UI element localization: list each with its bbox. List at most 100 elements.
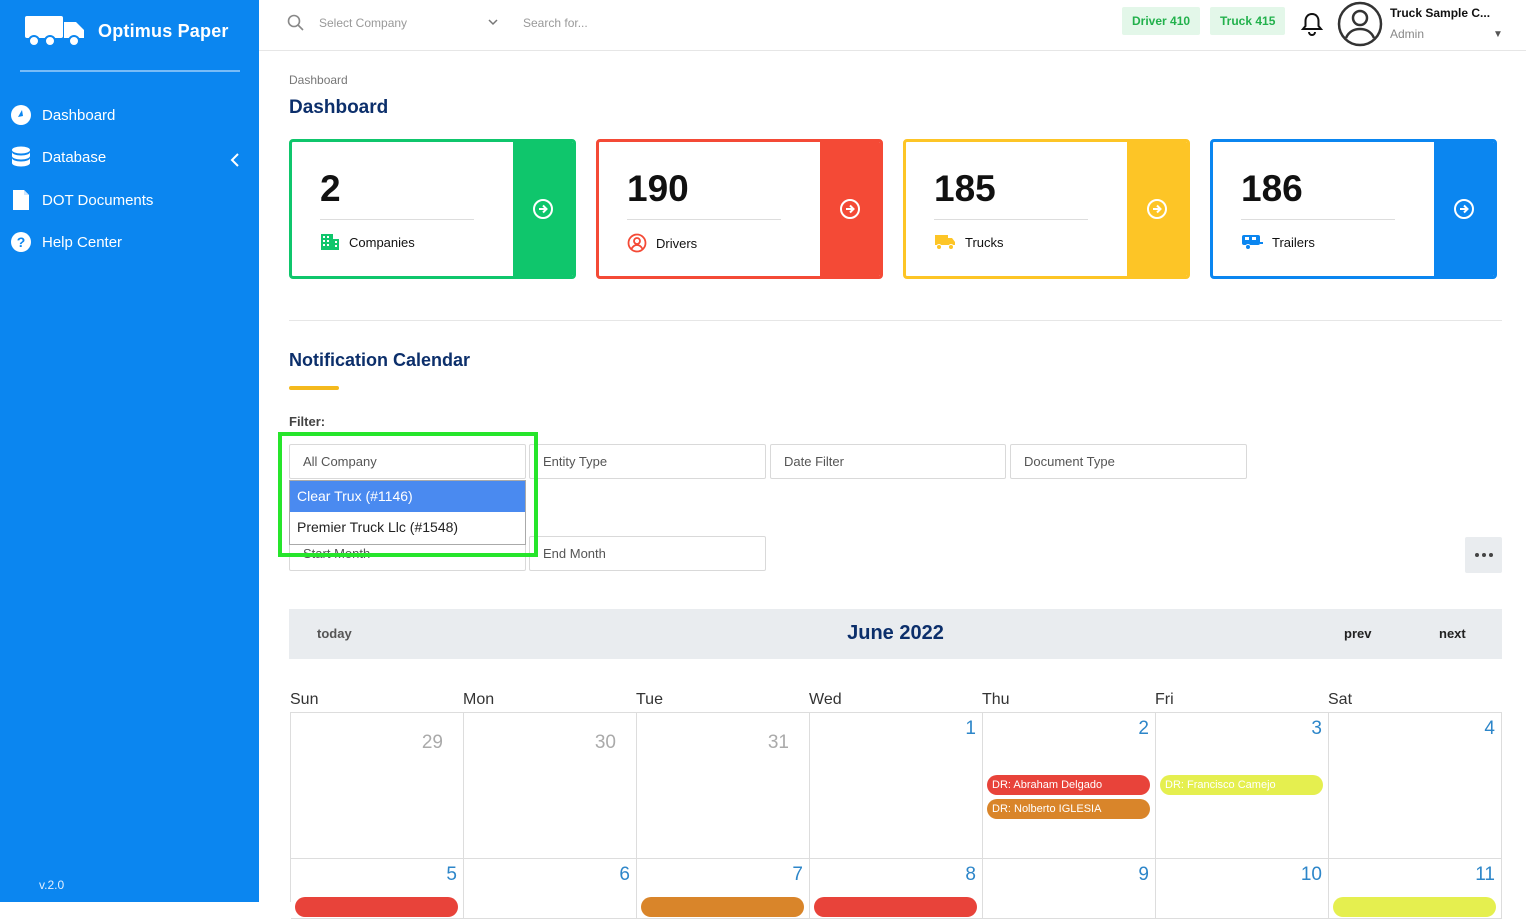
stat-value: 2: [320, 168, 341, 209]
day-number: 6: [619, 864, 630, 885]
divider: [1241, 219, 1395, 220]
notification-calendar-title: Notification Calendar: [289, 350, 471, 370]
calendar-day[interactable]: 5: [291, 859, 464, 919]
search-input[interactable]: Search for...: [523, 16, 588, 30]
calendar-day[interactable]: 7: [637, 859, 810, 919]
sidebar-item-label: Database: [42, 148, 107, 166]
next-button[interactable]: next: [1439, 626, 1466, 641]
document-icon: [10, 189, 32, 211]
weekday-header: Mon: [463, 691, 495, 708]
sidebar: Optimus Paper Dashboard Database DOT Doc…: [0, 0, 259, 902]
sidebar-item-dot-documents[interactable]: DOT Documents: [10, 189, 153, 211]
stat-label: Companies: [349, 234, 415, 250]
calendar-day[interactable]: 6: [464, 859, 637, 919]
trucks-arrow-button[interactable]: [1127, 142, 1187, 276]
calendar-day[interactable]: 29: [291, 713, 464, 859]
day-number: 7: [792, 864, 803, 885]
calendar-event[interactable]: DR: Francisco Camejo: [1160, 775, 1323, 795]
bell-icon[interactable]: [1300, 11, 1324, 42]
calendar-event-partial[interactable]: [641, 897, 804, 917]
trailer-icon: [1242, 235, 1263, 250]
app-logo[interactable]: Optimus Paper: [24, 14, 229, 48]
weekday-header: Fri: [1155, 691, 1174, 708]
database-icon: [10, 146, 32, 168]
calendar-day[interactable]: 10: [1156, 859, 1329, 919]
calendar-grid: 29 30 31 1 2 DR: Abraham Delgado DR: Nol…: [290, 712, 1502, 919]
truck-count-badge[interactable]: Truck 415: [1210, 7, 1286, 35]
user-role: Admin: [1390, 27, 1425, 41]
calendar-day[interactable]: 4: [1329, 713, 1502, 859]
stat-label: Drivers: [656, 235, 698, 251]
company-select[interactable]: Select Company: [319, 16, 408, 30]
document-type-select[interactable]: Document Type: [1010, 444, 1247, 479]
sidebar-item-dashboard[interactable]: Dashboard: [10, 104, 115, 126]
more-options-button[interactable]: [1465, 537, 1502, 573]
arrow-circle-right-icon: [840, 199, 860, 219]
section-divider: [289, 320, 1502, 321]
trailers-arrow-button[interactable]: [1434, 142, 1494, 276]
help-icon: ?: [10, 231, 32, 253]
company-filter-select[interactable]: All Company: [289, 444, 526, 479]
companies-arrow-button[interactable]: [513, 142, 573, 276]
highlight-box: [278, 432, 538, 557]
caret-down-icon[interactable]: ▼: [1493, 29, 1503, 40]
logo-divider: [20, 70, 240, 72]
calendar-day[interactable]: 31: [637, 713, 810, 859]
end-month-input[interactable]: End Month: [529, 536, 766, 571]
stat-card-trucks: 185 Trucks: [903, 139, 1190, 279]
title-underline: [289, 386, 339, 390]
calendar-event-partial[interactable]: [1333, 897, 1496, 917]
entity-type-select[interactable]: Entity Type: [529, 444, 766, 479]
day-number: 11: [1475, 864, 1495, 885]
day-number: 5: [446, 864, 457, 885]
today-button[interactable]: today: [317, 626, 352, 641]
arrow-circle-right-icon: [1454, 199, 1474, 219]
drivers-arrow-button[interactable]: [820, 142, 880, 276]
chevron-down-icon[interactable]: [487, 16, 499, 30]
day-number: 10: [1300, 864, 1322, 885]
weekday-header: Tue: [636, 691, 663, 708]
topbar: [259, 0, 1526, 51]
stat-value: 190: [627, 168, 689, 209]
calendar-event-partial[interactable]: [814, 897, 977, 917]
building-icon: [321, 234, 339, 250]
stat-label: Trailers: [1272, 234, 1315, 250]
day-number: 29: [421, 732, 443, 753]
calendar-day[interactable]: 11: [1329, 859, 1502, 919]
dropdown-option[interactable]: Premier Truck Llc (#1548): [297, 519, 459, 535]
calendar-event[interactable]: DR: Nolberto IGLESIA: [987, 799, 1150, 819]
dropdown-option[interactable]: Clear Trux (#1146): [290, 481, 525, 512]
calendar-day[interactable]: 3 DR: Francisco Camejo: [1156, 713, 1329, 859]
calendar-day[interactable]: 30: [464, 713, 637, 859]
ellipsis-icon: [1474, 553, 1493, 557]
stat-label-row: Trucks: [934, 233, 1004, 251]
stat-card-companies: 2 Companies: [289, 139, 576, 279]
prev-button[interactable]: prev: [1344, 626, 1372, 641]
sidebar-item-database[interactable]: Database: [10, 146, 106, 168]
avatar[interactable]: [1337, 1, 1383, 52]
sidebar-item-label: DOT Documents: [42, 191, 154, 209]
arrow-circle-right-icon: [1147, 199, 1167, 219]
filter-label: Filter:: [289, 414, 326, 429]
calendar-title: June 2022: [847, 622, 944, 644]
sidebar-item-help-center[interactable]: ? Help Center: [10, 231, 122, 253]
calendar-day[interactable]: 8: [810, 859, 983, 919]
date-filter-select[interactable]: Date Filter: [770, 444, 1006, 479]
stat-value: 186: [1241, 168, 1303, 209]
day-number: 2: [1138, 718, 1149, 739]
calendar-event[interactable]: DR: Abraham Delgado: [987, 775, 1150, 795]
user-circle-icon: [627, 233, 647, 253]
breadcrumb: Dashboard: [289, 73, 348, 87]
driver-count-badge[interactable]: Driver 410: [1122, 7, 1201, 35]
calendar-day[interactable]: 1: [810, 713, 983, 859]
user-name[interactable]: Truck Sample C...: [1390, 6, 1491, 20]
day-number: 1: [965, 718, 976, 739]
search-icon[interactable]: [287, 14, 305, 37]
chevron-left-icon[interactable]: [230, 151, 240, 172]
calendar-day[interactable]: 9: [983, 859, 1156, 919]
calendar-event-partial[interactable]: [295, 897, 458, 917]
weekday-header: Sat: [1328, 691, 1353, 708]
calendar-day[interactable]: 2 DR: Abraham Delgado DR: Nolberto IGLES…: [983, 713, 1156, 859]
page-title: Dashboard: [289, 97, 389, 118]
stat-card-trailers: 186 Trailers: [1210, 139, 1497, 279]
